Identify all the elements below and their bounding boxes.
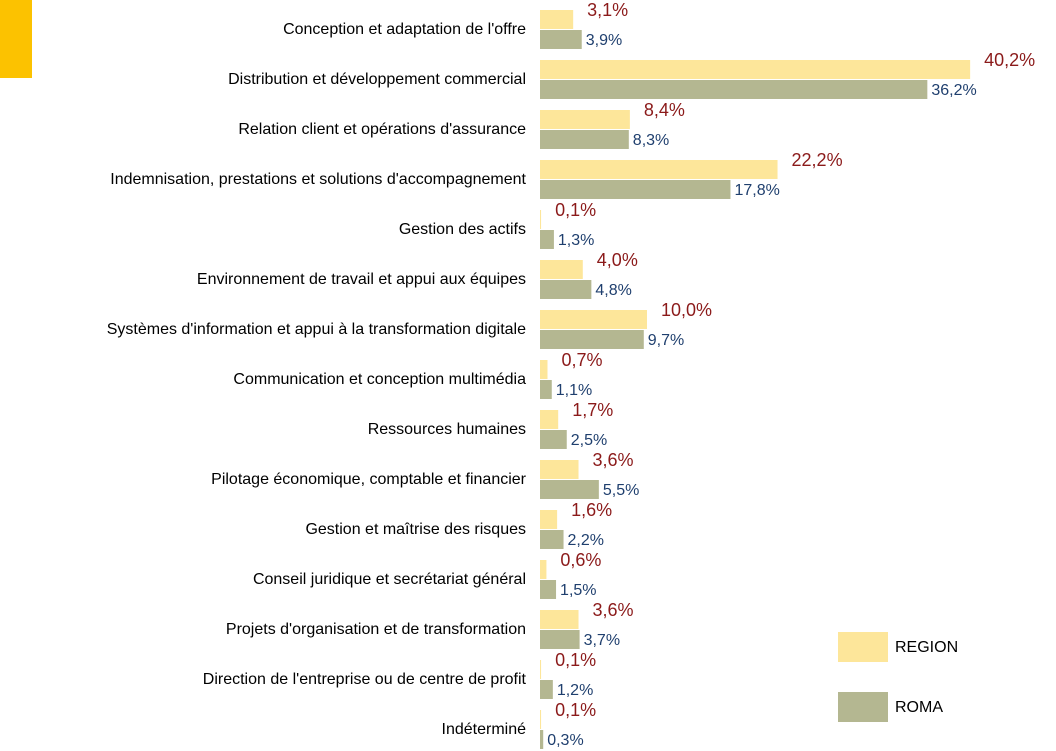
value-label: 1,2%: [557, 682, 593, 699]
value-label: 0,7%: [561, 350, 602, 370]
bar: [540, 260, 583, 279]
value-label: 17,8%: [734, 182, 779, 199]
category-label: Environnement de travail et appui aux éq…: [197, 271, 526, 288]
legend-label: ROMA: [895, 699, 943, 716]
category-label: Indéterminé: [442, 721, 527, 738]
value-label: 3,9%: [586, 32, 622, 49]
bar: [540, 630, 580, 649]
bar: [540, 360, 548, 379]
value-label: 0,1%: [555, 700, 596, 720]
value-label: 4,8%: [595, 282, 631, 299]
value-label: 1,6%: [571, 500, 612, 520]
bar: [540, 660, 542, 679]
value-label: 4,0%: [597, 250, 638, 270]
category-label: Indemnisation, prestations et solutions …: [110, 171, 526, 188]
category-label: Gestion des actifs: [399, 221, 526, 238]
bar: [540, 310, 647, 329]
value-label: 0,1%: [555, 650, 596, 670]
category-label: Gestion et maîtrise des risques: [305, 521, 526, 538]
bar: [540, 110, 630, 129]
bar: [540, 580, 557, 599]
category-label: Pilotage économique, comptable et financ…: [211, 471, 527, 488]
legend-swatch: [838, 632, 888, 662]
bar: [540, 10, 574, 29]
bar: [540, 730, 544, 749]
bar: [540, 460, 579, 479]
bar: [540, 410, 559, 429]
value-label: 1,3%: [558, 232, 594, 249]
value-label: 2,5%: [571, 432, 607, 449]
value-label: 3,6%: [593, 450, 634, 470]
bar: [540, 680, 553, 699]
bar: [540, 280, 592, 299]
category-label: Conception et adaptation de l'offre: [283, 21, 526, 38]
value-label: 0,3%: [547, 732, 583, 749]
category-label: Direction de l'entreprise ou de centre d…: [203, 671, 527, 688]
value-label: 3,6%: [593, 600, 634, 620]
value-label: 22,2%: [792, 150, 843, 170]
bar: [540, 610, 579, 629]
value-label: 8,3%: [633, 132, 669, 149]
category-label: Systèmes d'information et appui à la tra…: [107, 321, 526, 338]
bar: [540, 710, 542, 729]
decor-block: [0, 0, 32, 78]
value-label: 1,5%: [560, 582, 596, 599]
bar: [540, 60, 971, 79]
bar: [540, 180, 731, 199]
value-label: 9,7%: [648, 332, 684, 349]
bar: [540, 510, 558, 529]
value-label: 5,5%: [603, 482, 639, 499]
value-label: 40,2%: [984, 50, 1035, 70]
category-label: Ressources humaines: [368, 421, 526, 438]
value-label: 1,7%: [572, 400, 613, 420]
bar: [540, 160, 778, 179]
bar: [540, 560, 547, 579]
bar: [540, 480, 599, 499]
legend-label: REGION: [895, 639, 958, 656]
value-label: 10,0%: [661, 300, 712, 320]
value-label: 0,1%: [555, 200, 596, 220]
value-label: 1,1%: [556, 382, 592, 399]
bar: [540, 30, 582, 49]
value-label: 2,2%: [568, 532, 604, 549]
value-label: 3,1%: [587, 0, 628, 20]
category-label: Communication et conception multimédia: [233, 371, 526, 388]
value-label: 0,6%: [560, 550, 601, 570]
value-label: 36,2%: [931, 82, 976, 99]
value-label: 8,4%: [644, 100, 685, 120]
bar: [540, 380, 552, 399]
bar: [540, 210, 542, 229]
category-label: Relation client et opérations d'assuranc…: [238, 121, 526, 138]
bar: [540, 330, 644, 349]
bar: [540, 130, 629, 149]
bar: [540, 430, 567, 449]
category-label: Projets d'organisation et de transformat…: [226, 621, 526, 638]
category-label: Distribution et développement commercial: [228, 71, 526, 88]
bar: [540, 530, 564, 549]
bar: [540, 230, 554, 249]
bar: [540, 80, 928, 99]
legend-swatch: [838, 692, 888, 722]
category-label: Conseil juridique et secrétariat général: [253, 571, 526, 588]
value-label: 3,7%: [584, 632, 620, 649]
